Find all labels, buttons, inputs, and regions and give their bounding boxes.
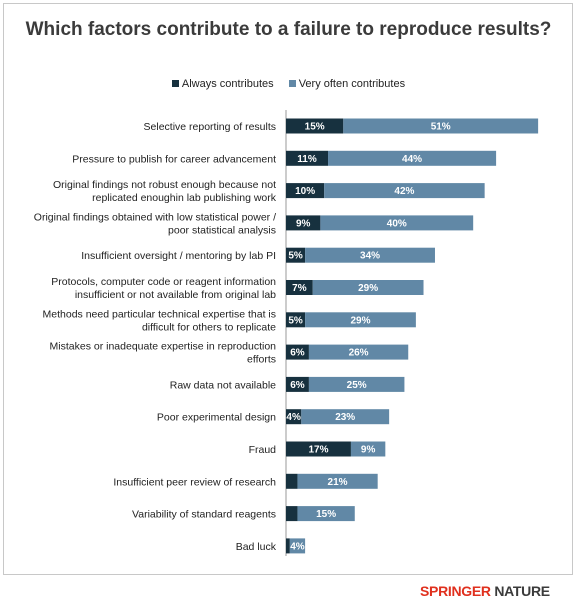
bar-value-label: 9%	[296, 218, 311, 229]
bar-always-contributes	[286, 280, 313, 295]
category-label: Insufficient oversight / mentoring by la…	[81, 250, 276, 262]
bar-value-label: 17%	[308, 445, 328, 456]
bar-value-label: 5%	[288, 251, 303, 262]
bar-value-label: 26%	[349, 348, 369, 359]
category-label: Protocols, computer code or reagent info…	[51, 276, 276, 301]
bar-value-label: 44%	[402, 154, 422, 165]
bar-value-label: 34%	[360, 251, 380, 262]
legend-item-very-often: Very often contributes	[288, 78, 406, 90]
brand-part-2: NATURE	[490, 583, 550, 599]
bar-very-often-contributes	[305, 247, 435, 263]
bar-always-contributes	[286, 150, 329, 166]
category-label: Original findings obtained with low stat…	[34, 211, 276, 236]
bar-always-contributes	[286, 215, 321, 231]
category-label: Original findings not robust enough beca…	[53, 179, 277, 204]
bar-very-often-contributes	[289, 538, 306, 554]
chart-frame	[3, 3, 573, 575]
bar-always-contributes	[286, 376, 309, 392]
bar-always-contributes	[286, 538, 290, 554]
bar-value-label: 15%	[316, 509, 336, 520]
bar-always-contributes	[286, 344, 309, 360]
bar-very-often-contributes	[312, 280, 424, 295]
category-label: Poor experimental design	[157, 412, 276, 424]
category-label: Insufficient peer review of research	[113, 476, 276, 488]
bar-always-contributes	[286, 312, 306, 328]
bar-always-contributes	[286, 473, 298, 489]
bar-very-often-contributes	[324, 183, 485, 199]
bar-value-label: 29%	[358, 283, 378, 294]
bar-value-label: 6%	[290, 380, 305, 391]
bar-always-contributes	[286, 247, 306, 263]
bar-very-often-contributes	[328, 150, 497, 166]
category-label: Bad luck	[236, 541, 277, 553]
bar-always-contributes	[286, 506, 298, 522]
legend-swatch-always	[171, 80, 179, 87]
bar-very-often-contributes	[297, 473, 378, 489]
chart-title: Which factors contribute to a failure to…	[25, 19, 552, 40]
category-label: Variability of standard reagents	[132, 509, 276, 521]
bar-always-contributes	[286, 409, 302, 425]
bar-value-label: 4%	[290, 541, 305, 552]
bar-always-contributes	[286, 183, 325, 199]
bar-very-often-contributes	[301, 409, 390, 425]
bar-very-often-contributes	[320, 215, 474, 231]
bar-very-often-contributes	[308, 376, 405, 392]
legend-label-always: Always contributes	[181, 78, 274, 90]
bar-value-label: 15%	[305, 122, 325, 133]
bar-value-label: 25%	[347, 380, 367, 391]
bar-value-label: 21%	[328, 477, 348, 488]
bar-value-label: 42%	[394, 186, 414, 197]
legend-item-always: Always contributes	[171, 78, 274, 90]
bar-value-label: 51%	[431, 122, 451, 133]
bar-always-contributes	[286, 441, 351, 457]
bar-value-label: 6%	[290, 348, 305, 359]
bar-value-label: 40%	[387, 218, 407, 229]
bar-very-often-contributes	[305, 312, 416, 328]
bar-very-often-contributes	[297, 506, 355, 522]
bar-value-label: 5%	[288, 315, 303, 326]
bar-value-label: 7%	[292, 283, 307, 294]
category-label: Fraud	[249, 444, 277, 456]
category-label: Pressure to publish for career advanceme…	[72, 153, 276, 165]
category-label: Methods need particular technical expert…	[43, 308, 277, 333]
bar-value-label: 9%	[361, 445, 376, 456]
springer-nature-logo: SPRINGER NATURE	[420, 583, 550, 599]
bar-value-label: 23%	[335, 412, 355, 423]
category-label: Mistakes or inadequate expertise in repr…	[50, 341, 277, 366]
bar-always-contributes	[286, 118, 344, 134]
bar-very-often-contributes	[308, 344, 409, 360]
chart-legend: Always contributes Very often contribute…	[0, 78, 577, 90]
brand-part-1: SPRINGER	[420, 583, 491, 599]
bar-value-label: 10%	[295, 186, 315, 197]
bar-very-often-contributes	[343, 118, 539, 134]
category-label: Selective reporting of results	[144, 121, 276, 133]
bar-value-label: 4%	[286, 412, 301, 423]
bar-very-often-contributes	[350, 441, 386, 457]
bar-value-label: 11%	[297, 154, 317, 165]
category-label: Raw data not available	[170, 379, 276, 391]
legend-swatch-very-often	[288, 80, 296, 87]
bar-value-label: 29%	[350, 315, 370, 326]
legend-label-very-often: Very often contributes	[298, 78, 406, 90]
